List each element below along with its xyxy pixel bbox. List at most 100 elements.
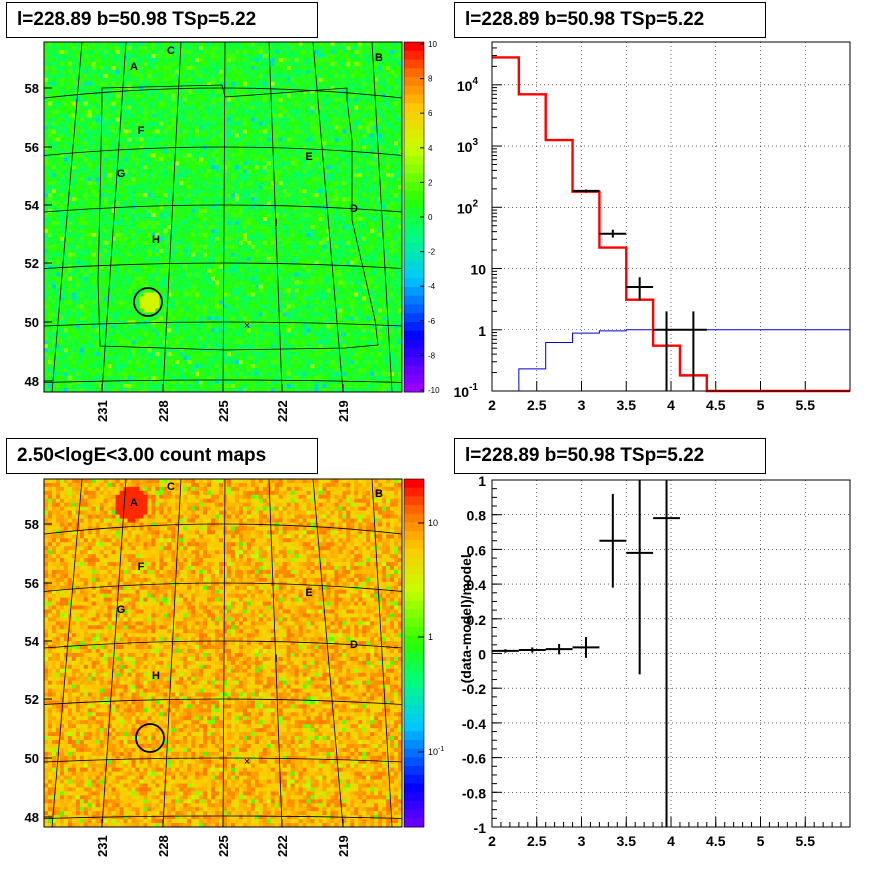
x-tick-label: 222 — [275, 400, 290, 422]
colorbar-segment — [404, 748, 424, 758]
graticule-lat — [43, 582, 403, 592]
ts-map-axis-ticks: 231 228 225 222 219 58 56 54 52 50 48 — [25, 81, 351, 422]
colorbar-segment — [404, 278, 424, 288]
source-label-d: D — [350, 203, 358, 215]
x-tick-label: 219 — [336, 835, 351, 857]
colorbar-tick-label: 6 — [428, 109, 433, 118]
colorbar-tick-label: 10 — [428, 518, 438, 528]
y-tick-label: 48 — [25, 810, 39, 825]
colorbar-segment — [404, 77, 424, 87]
colorbar-segment — [404, 365, 424, 375]
graticule-lon — [312, 478, 344, 828]
x-tick-label: 3 — [578, 397, 586, 413]
colorbar-segment — [404, 173, 424, 183]
colorbar-tick-label: -8 — [428, 351, 436, 360]
graticule-lon — [162, 41, 182, 393]
residuals-panel: 2 2.5 3 3.5 4 4.5 5 5.5 1 0.8 0.6 0.4 0.2 0 -0.2 -0.4 -0… — [458, 473, 851, 849]
x-tick-label: 3.5 — [617, 833, 637, 849]
x-tick-label: 2 — [488, 397, 496, 413]
colorbar-segment — [404, 618, 424, 628]
colorbar-segment — [404, 252, 424, 262]
graticule-lat — [43, 640, 403, 649]
ts-map-pixels — [44, 42, 403, 393]
colorbar-segment — [404, 190, 424, 200]
colorbar-segment — [404, 330, 424, 340]
y-tick-label: 54 — [25, 198, 40, 213]
colorbar-segment — [404, 574, 424, 584]
colorbar-segment — [404, 374, 424, 384]
colorbar-segment — [404, 295, 424, 305]
colorbar-segment — [404, 583, 424, 593]
residuals-plot: 2 2.5 3 3.5 4 4.5 5 5.5 1 0.8 0.6 0.4 0.2 0 -0.2 -0.4 -0… — [458, 473, 851, 849]
source-label-i: I — [274, 217, 277, 229]
y-tick-label: -0.8 — [462, 785, 486, 801]
source-label-a: A — [130, 497, 138, 509]
colorbar-segment — [404, 653, 424, 663]
colorbar-segment — [404, 792, 424, 802]
colorbar-segment — [404, 357, 424, 367]
colorbar-segment — [404, 757, 424, 767]
graticule-lon — [222, 478, 226, 828]
graticule-lon — [101, 41, 127, 393]
colorbar-segment — [404, 548, 424, 558]
y-tick-label: 0.8 — [467, 508, 487, 524]
source-label-c: C — [167, 45, 175, 57]
colorbar-tick-label: 10 — [428, 40, 437, 49]
x-tick-label: 3.5 — [617, 397, 637, 413]
colorbar-segment — [404, 531, 424, 541]
y-tick-exponent: -1 — [469, 382, 478, 393]
graticule-lat — [43, 146, 403, 156]
colorbar-segment — [404, 522, 424, 532]
graticule-lon — [162, 478, 182, 828]
x-tick-label: 4.5 — [706, 397, 726, 413]
colorbar-segment — [404, 234, 424, 244]
y-tick-label: 102 — [457, 198, 479, 216]
colorbar-segment — [404, 260, 424, 270]
colorbar-segment — [404, 348, 424, 358]
colorbar-segment — [404, 103, 424, 113]
colorbar-segment — [404, 383, 424, 393]
y-tick-label: 50 — [25, 751, 39, 766]
y-tick-label: 10-1 — [454, 382, 479, 400]
colorbar-segment — [404, 705, 424, 715]
graticule-lat — [43, 523, 403, 535]
y-tick-label: 0.2 — [467, 612, 487, 628]
count-map-pixels — [44, 479, 403, 828]
colorbar-tick-label: 10-1 — [428, 746, 444, 757]
source-label-f: F — [138, 125, 145, 137]
source-label-g: G — [117, 604, 126, 616]
source-label-d: D — [350, 639, 358, 651]
colorbar-segment — [404, 505, 424, 515]
graticule-lat — [43, 262, 403, 269]
x-tick-label: 5 — [757, 833, 765, 849]
count-map-overlay: A B C D E F G H I × — [43, 478, 403, 828]
colorbar-segment — [404, 766, 424, 776]
y-tick-label: -0.6 — [462, 751, 486, 767]
x-tick-label: 3 — [578, 833, 586, 849]
count-map-title: 2.50<logE<3.00 count maps — [6, 438, 318, 474]
source-label-b: B — [375, 488, 383, 500]
source-label-c: C — [167, 481, 175, 493]
x-tick-label: 2.5 — [527, 833, 547, 849]
y-tick-label: -1 — [474, 820, 487, 836]
y-tick-exponent: 4 — [472, 76, 478, 87]
colorbar-tick-label: 1 — [428, 632, 433, 642]
colorbar-segment — [404, 269, 424, 279]
graticule-lon — [222, 41, 226, 393]
y-tick-label: 1 — [478, 473, 486, 489]
background-model-line — [518, 329, 850, 391]
colorbar-segment — [404, 68, 424, 78]
colorbar-segment — [404, 592, 424, 602]
graticule-lon — [371, 478, 393, 828]
colorbar-segment — [404, 800, 424, 811]
graticule-lon — [268, 478, 283, 828]
colorbar-segment — [404, 539, 424, 550]
y-tick-label: 56 — [25, 576, 39, 591]
colorbar-segment — [404, 225, 424, 235]
y-tick-label: 0.4 — [467, 577, 487, 593]
source-label-b: B — [375, 52, 383, 64]
x-tick-label: 5 — [757, 397, 765, 413]
graticule-lon — [371, 41, 393, 393]
